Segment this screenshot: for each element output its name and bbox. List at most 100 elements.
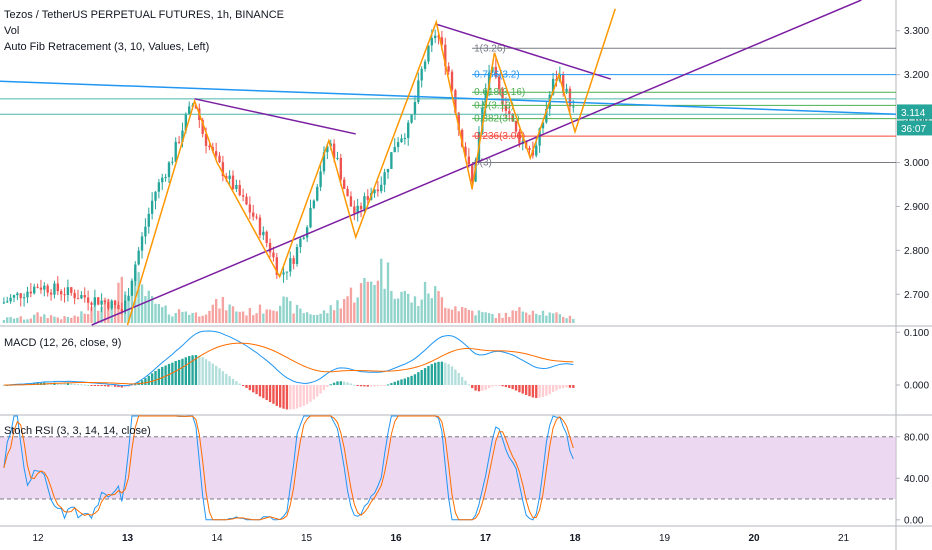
volume-bar [110, 304, 113, 323]
candle-body [70, 287, 73, 293]
volume-bar [100, 306, 103, 323]
macd-histogram-bar [204, 359, 208, 385]
macd-histogram-bar [417, 372, 420, 385]
candle-body [124, 300, 127, 312]
pattern-path [126, 8, 616, 326]
macd-histogram-bar [329, 384, 332, 386]
volume-bar [292, 313, 295, 323]
candle-body [12, 295, 16, 298]
volume-bar [103, 297, 107, 323]
volume-bar [93, 301, 97, 323]
volume-bar [262, 313, 265, 323]
volume-bar [471, 310, 474, 323]
candle-body [208, 145, 211, 148]
macd-histogram-bar [454, 369, 457, 385]
macd-histogram-bar [285, 385, 289, 410]
candle-body [343, 179, 346, 189]
volume-bar [265, 309, 268, 323]
volume-bar [194, 312, 198, 323]
candle-body [107, 301, 110, 309]
macd-histogram-bar [289, 385, 292, 410]
volume-bar [278, 305, 282, 323]
macd-histogram-bar [295, 385, 299, 409]
volume-bar [555, 312, 558, 323]
macd-histogram-bar [262, 385, 265, 399]
fib-level-label: 0.5(3.13) [474, 100, 514, 111]
candle-body [167, 162, 171, 178]
candle-body [49, 292, 53, 295]
volume-bar [380, 258, 383, 323]
volume-bar [26, 319, 29, 323]
resistance-trendline [0, 80, 897, 115]
candle-body [262, 231, 265, 236]
candle-body [460, 129, 464, 147]
candle-body [565, 88, 568, 92]
volume-bar [86, 314, 90, 323]
macd-histogram-bar [319, 385, 322, 394]
volume-bar [80, 311, 83, 323]
candle-body [184, 113, 188, 131]
macd-histogram-bar [380, 385, 383, 387]
candle-body [22, 297, 26, 299]
y-tick-label: 2.900 [904, 202, 929, 213]
macd-histogram-bar [305, 385, 309, 405]
chart-title: Tezos / TetherUS PERPETUAL FUTURES, 1h, … [4, 9, 284, 21]
macd-histogram-bar [231, 378, 235, 385]
volume-bar [29, 318, 33, 323]
candle-body [302, 237, 305, 239]
vol-label: Vol [4, 25, 20, 37]
candle-body [363, 196, 366, 210]
volume-bar [9, 316, 12, 323]
macd-histogram-bar [366, 385, 369, 387]
macd-histogram-bar [120, 385, 123, 388]
candle-body [430, 38, 433, 46]
candle-body [221, 162, 225, 177]
macd-histogram-bar [369, 385, 373, 387]
macd-histogram-bar [235, 381, 238, 385]
candle-body [161, 177, 164, 183]
macd-histogram-bar [117, 385, 120, 388]
volume-bar [440, 297, 444, 323]
y-tick-label: 3.200 [904, 70, 929, 81]
y-tick-label: 3.000 [904, 158, 929, 169]
candle-body [454, 90, 457, 113]
volume-bar [511, 310, 514, 323]
candle-body [400, 138, 403, 143]
last-price-text: 3.114 [901, 108, 926, 119]
y-tick-label: 2.700 [904, 290, 929, 301]
candle-body [437, 35, 440, 38]
candle-body [440, 37, 444, 45]
volume-bar [225, 310, 228, 323]
macd-histogram-bar [410, 375, 413, 385]
candle-body [535, 145, 538, 156]
macd-histogram-bar [383, 385, 386, 386]
candle-body [120, 309, 123, 312]
macd-histogram-bar [535, 385, 538, 398]
macd-histogram-bar [541, 385, 545, 398]
volume-bar [349, 287, 353, 323]
volume-bar [413, 296, 417, 323]
y-tick-label: 0.00 [904, 515, 924, 526]
macd-histogram-bar [309, 385, 312, 402]
volume-bar [410, 302, 413, 323]
macd-histogram-bar [184, 357, 188, 385]
volume-bar [63, 316, 66, 323]
macd-histogram-bar [59, 382, 63, 385]
macd-histogram-bar [460, 376, 464, 385]
macd-histogram-bar [150, 373, 154, 385]
candle-body [218, 155, 221, 163]
candle-body [245, 196, 248, 205]
macd-histogram-bar [191, 355, 194, 385]
volume-bar [184, 311, 188, 323]
macd-histogram-bar [390, 383, 393, 385]
candle-body [130, 281, 134, 296]
candle-body [504, 104, 508, 111]
candle-body [538, 128, 541, 146]
volume-bar [528, 314, 531, 323]
candle-body [255, 216, 258, 218]
macd-histogram-bar [252, 385, 255, 393]
volume-bar [444, 307, 447, 323]
volume-bar [73, 315, 76, 323]
